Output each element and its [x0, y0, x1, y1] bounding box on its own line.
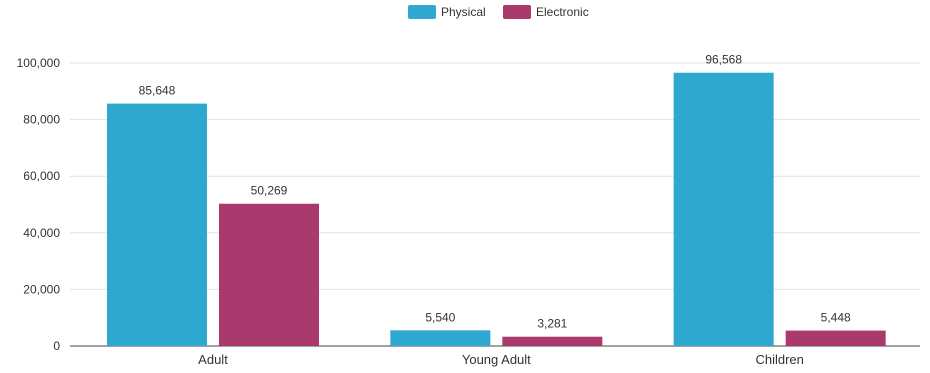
- legend-swatch: [408, 5, 436, 19]
- value-labels: 85,648 50,269 5,540 3,281 96,568 5,448: [139, 53, 851, 331]
- bar-electronic-adult: [219, 203, 319, 346]
- bar-physical-young-adult: [390, 330, 491, 346]
- legend-swatch: [503, 5, 531, 19]
- y-tick-label: 60,000: [23, 169, 60, 183]
- y-tick-label: 80,000: [23, 113, 60, 127]
- x-axis: Adult Young Adult Children: [198, 352, 804, 367]
- x-tick-label: Young Adult: [462, 352, 531, 367]
- grid: [70, 62, 920, 290]
- y-axis: 0 20,000 40,000 60,000 80,000 100,000: [17, 56, 920, 353]
- value-label: 85,648: [139, 84, 176, 98]
- y-tick-label: 100,000: [17, 56, 61, 70]
- y-tick-label: 20,000: [23, 282, 60, 296]
- value-label: 3,281: [537, 317, 567, 331]
- legend: Physical Electronic: [408, 5, 589, 19]
- legend-item-electronic[interactable]: Electronic: [503, 5, 589, 19]
- bars: [107, 72, 886, 347]
- bar-physical-adult: [107, 103, 207, 347]
- x-tick-label: Children: [755, 352, 803, 367]
- value-label: 5,448: [821, 311, 851, 325]
- value-label: 96,568: [705, 53, 742, 67]
- bar-electronic-children: [785, 330, 886, 346]
- legend-label: Physical: [441, 5, 486, 19]
- y-tick-label: 0: [53, 339, 60, 353]
- legend-item-physical[interactable]: Physical: [408, 5, 486, 19]
- bar-electronic-young-adult: [502, 336, 603, 346]
- value-label: 5,540: [425, 310, 455, 324]
- legend-label: Electronic: [536, 5, 589, 19]
- value-label: 50,269: [251, 184, 288, 198]
- bar-physical-children: [673, 72, 774, 347]
- x-tick-label: Adult: [198, 352, 228, 367]
- y-tick-label: 40,000: [23, 226, 60, 240]
